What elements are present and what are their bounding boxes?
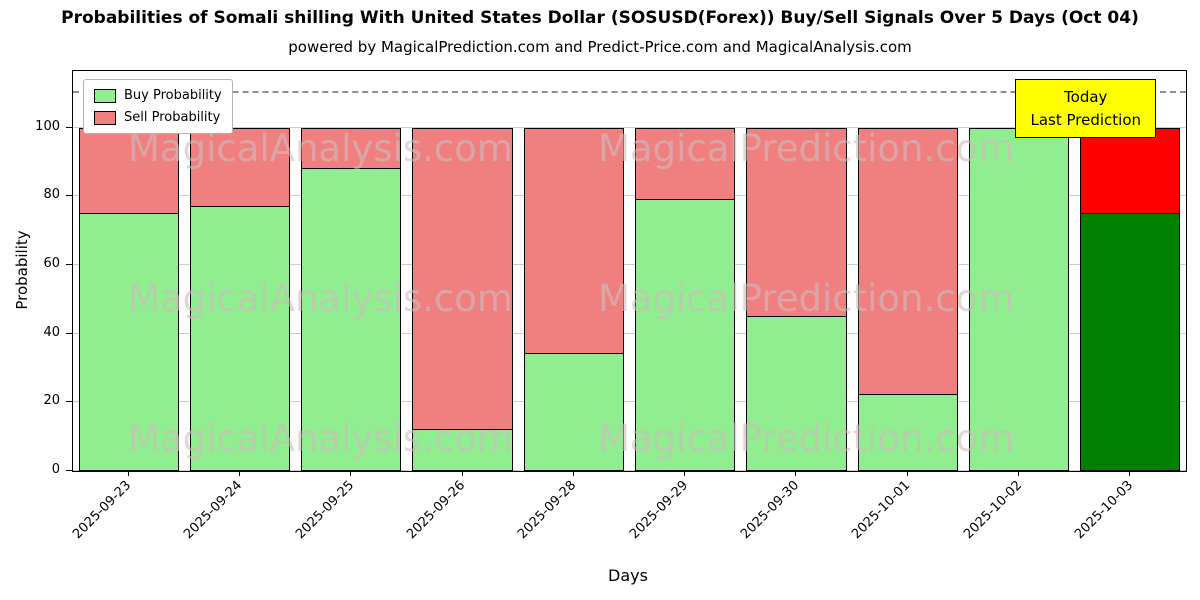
x-tick-mark bbox=[350, 471, 352, 476]
bar-2025-10-01 bbox=[857, 127, 958, 471]
buy-segment bbox=[746, 316, 847, 471]
x-tick-mark bbox=[795, 471, 797, 476]
y-tick-label-20: 20 bbox=[43, 393, 60, 409]
buy-segment bbox=[635, 199, 736, 471]
bar-2025-10-03 bbox=[1080, 127, 1181, 471]
buy-segment bbox=[412, 429, 513, 471]
chart-subtitle: powered by MagicalPrediction.com and Pre… bbox=[288, 38, 912, 56]
buy-probability-swatch bbox=[94, 88, 116, 103]
legend-item-buy: Buy Probability bbox=[94, 88, 222, 103]
x-tick-label-2025-09-25: 2025-09-25 bbox=[292, 478, 357, 543]
x-tick-label-2025-09-23: 2025-09-23 bbox=[70, 478, 135, 543]
y-tick-mark bbox=[66, 126, 72, 128]
x-tick-mark bbox=[1129, 471, 1131, 476]
x-tick-mark bbox=[1018, 471, 1020, 476]
gridline-20 bbox=[73, 401, 1186, 403]
bar-2025-10-02 bbox=[968, 127, 1070, 471]
buy-segment bbox=[78, 213, 179, 471]
x-tick-label-2025-10-01: 2025-10-01 bbox=[849, 478, 914, 543]
bar-slot bbox=[407, 71, 518, 471]
buy-segment bbox=[1080, 213, 1181, 471]
sell-segment bbox=[1080, 127, 1181, 214]
sell-probability-swatch bbox=[94, 110, 116, 125]
y-tick-mark bbox=[66, 470, 72, 471]
bar-slot bbox=[963, 71, 1074, 471]
bar-2025-09-23 bbox=[78, 127, 179, 471]
gridline-0 bbox=[73, 470, 1186, 471]
gridline-80 bbox=[73, 195, 1186, 197]
x-tick-mark bbox=[127, 471, 129, 476]
legend: Buy Probability Sell Probability bbox=[83, 79, 233, 134]
bar-slot bbox=[1075, 71, 1186, 471]
legend-item-sell: Sell Probability bbox=[94, 110, 222, 125]
y-tick-label-60: 60 bbox=[43, 255, 60, 271]
today-annotation-line1: Today bbox=[1064, 88, 1108, 106]
legend-label-buy: Buy Probability bbox=[124, 88, 222, 103]
bar-2025-09-24 bbox=[189, 127, 291, 471]
bar-slot bbox=[518, 71, 629, 471]
today-annotation: Today Last Prediction bbox=[1015, 79, 1156, 138]
x-tick-mark bbox=[906, 471, 908, 476]
bar-slot bbox=[741, 71, 852, 471]
buy-segment bbox=[968, 127, 1070, 471]
y-tick-label-40: 40 bbox=[43, 324, 60, 340]
sell-segment bbox=[746, 127, 847, 317]
x-tick-label-2025-09-24: 2025-09-24 bbox=[181, 478, 246, 543]
today-annotation-line2: Last Prediction bbox=[1030, 110, 1141, 129]
bar-slot bbox=[296, 71, 407, 471]
y-tick-label-0: 0 bbox=[51, 462, 60, 477]
gridline-100 bbox=[73, 126, 1186, 128]
y-tick-mark bbox=[66, 332, 72, 334]
gridline-60 bbox=[73, 264, 1186, 265]
buy-segment bbox=[523, 354, 624, 471]
x-tick-label-2025-09-29: 2025-09-29 bbox=[626, 478, 691, 543]
legend-label-sell: Sell Probability bbox=[124, 110, 221, 125]
gridlines-layer bbox=[73, 71, 1186, 471]
x-tick-label-2025-09-30: 2025-09-30 bbox=[738, 478, 803, 543]
y-tick-label-80: 80 bbox=[43, 187, 60, 203]
bar-2025-09-25 bbox=[301, 127, 402, 471]
bar-2025-09-29 bbox=[635, 127, 736, 471]
y-tick-mark bbox=[66, 263, 72, 265]
bars-layer bbox=[73, 71, 1186, 471]
buy-segment bbox=[301, 168, 402, 471]
buy-segment bbox=[857, 395, 958, 471]
y-tick-label-100: 100 bbox=[35, 118, 60, 134]
sell-segment bbox=[189, 127, 291, 207]
bar-2025-09-26 bbox=[412, 127, 513, 471]
x-tick-mark bbox=[572, 471, 574, 476]
y-tick-mark bbox=[66, 401, 72, 403]
sell-segment bbox=[635, 127, 736, 200]
bar-2025-09-30 bbox=[746, 127, 847, 471]
sell-segment bbox=[301, 127, 402, 169]
y-tick-mark bbox=[66, 195, 72, 197]
bar-slot bbox=[629, 71, 740, 471]
x-tick-mark bbox=[238, 471, 240, 476]
sell-segment bbox=[78, 127, 179, 214]
sell-segment bbox=[412, 127, 513, 430]
plot-area: MagicalAnalysis.com MagicalPrediction.com… bbox=[72, 70, 1187, 472]
buy-segment bbox=[189, 206, 291, 471]
x-tick-mark bbox=[684, 471, 686, 476]
bar-2025-09-28 bbox=[523, 127, 624, 471]
x-tick-label-2025-10-03: 2025-10-03 bbox=[1071, 478, 1136, 543]
x-tick-label-2025-10-02: 2025-10-02 bbox=[960, 478, 1025, 543]
chart-title: Probabilities of Somali shilling With Un… bbox=[61, 8, 1139, 28]
dashed-threshold-line bbox=[73, 91, 1186, 94]
x-tick-mark bbox=[461, 471, 463, 476]
bar-slot bbox=[184, 71, 295, 471]
sell-segment bbox=[857, 127, 958, 396]
gridline-40 bbox=[73, 332, 1186, 334]
bar-slot bbox=[852, 71, 963, 471]
x-axis-label: Days bbox=[608, 566, 648, 585]
x-tick-label-2025-09-26: 2025-09-26 bbox=[404, 478, 469, 543]
x-tick-label-2025-09-28: 2025-09-28 bbox=[515, 478, 580, 543]
sell-segment bbox=[523, 127, 624, 355]
